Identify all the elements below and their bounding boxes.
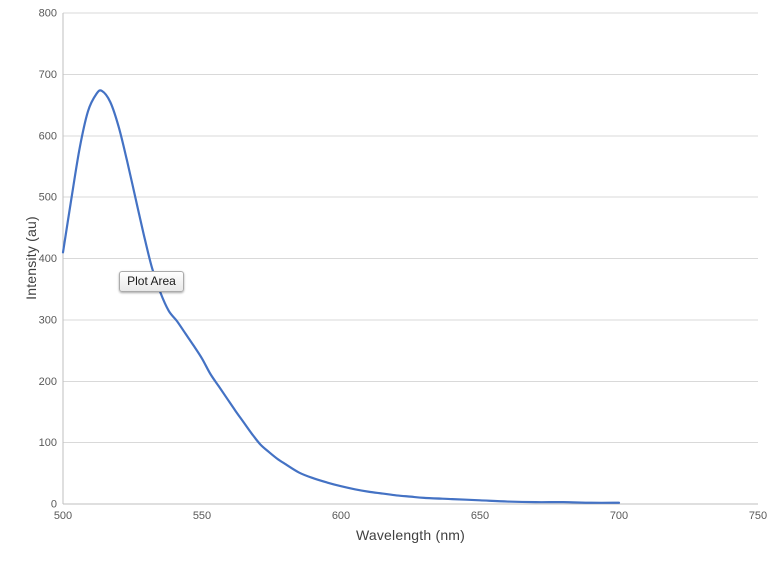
tooltip-label: Plot Area [127, 274, 176, 288]
y-tick-label: 800 [39, 8, 57, 20]
x-tick-label: 750 [749, 510, 767, 522]
y-tick-label: 100 [39, 437, 57, 449]
x-tick-label: 500 [54, 510, 72, 522]
x-axis-title: Wavelength (nm) [355, 527, 466, 543]
x-tick-label: 550 [193, 510, 211, 522]
y-tick-label: 200 [39, 376, 57, 388]
x-tick-label: 600 [332, 510, 350, 522]
y-tick-label: 600 [39, 130, 57, 142]
y-axis-title: Intensity (au) [23, 216, 39, 300]
y-tick-label: 300 [39, 314, 57, 326]
x-tick-label: 700 [610, 510, 628, 522]
y-tick-label: 400 [39, 253, 57, 265]
plot-area-tooltip: Plot Area [119, 271, 184, 292]
y-tick-label: 500 [39, 192, 57, 204]
y-tick-label: 0 [51, 499, 57, 511]
x-tick-label: 650 [471, 510, 489, 522]
series-line [61, 89, 621, 504]
y-tick-label: 700 [39, 69, 57, 81]
